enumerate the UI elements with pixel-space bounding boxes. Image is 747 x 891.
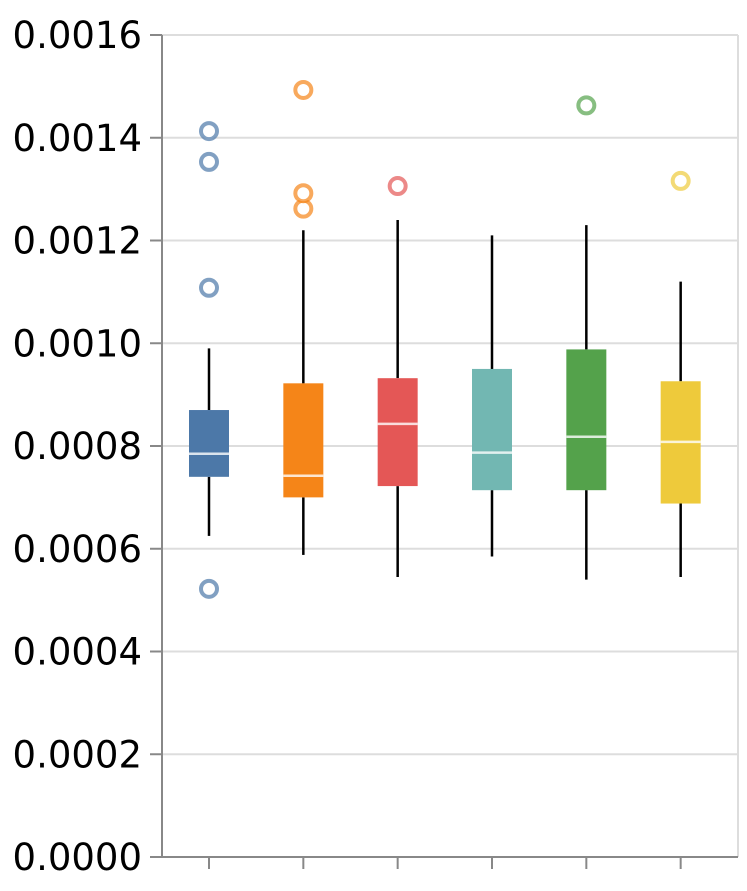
outlier-point <box>293 183 314 204</box>
y-tick-label: 0.0006 <box>13 528 142 571</box>
outlier-point <box>576 95 597 116</box>
y-tick-label: 0.0014 <box>13 117 142 160</box>
box-iqr <box>472 368 512 491</box>
outlier-point <box>387 176 408 197</box>
outlier-point <box>199 151 219 172</box>
box-iqr <box>566 349 607 491</box>
y-axis-ticks: 0.0000 0.0002 0.0004 0.0006 0.0008 0.0010 0.00… <box>13 14 162 879</box>
y-tick-label: 0.0002 <box>13 733 142 776</box>
gridlines <box>162 34 739 857</box>
box-group <box>566 95 607 869</box>
outlier-point <box>199 578 219 599</box>
boxes <box>189 79 701 869</box>
outlier-point <box>199 121 219 142</box>
box-group <box>472 235 512 869</box>
box-iqr <box>377 378 418 487</box>
outlier-point <box>199 277 219 298</box>
y-tick-label: 0.0016 <box>13 14 142 57</box>
y-tick-label: 0.0010 <box>13 322 142 365</box>
box-iqr <box>189 410 229 477</box>
outlier-point <box>670 170 691 191</box>
box-group <box>377 176 418 869</box>
box-iqr <box>283 383 324 498</box>
y-tick-label: 0.0000 <box>13 836 142 879</box>
box-group <box>189 121 229 869</box>
outlier-point <box>293 79 314 100</box>
y-tick-label: 0.0004 <box>13 631 142 674</box>
box-group <box>283 79 324 869</box>
y-tick-label: 0.0012 <box>13 220 142 263</box>
box-group <box>660 170 701 869</box>
y-tick-label: 0.0008 <box>13 425 142 468</box>
